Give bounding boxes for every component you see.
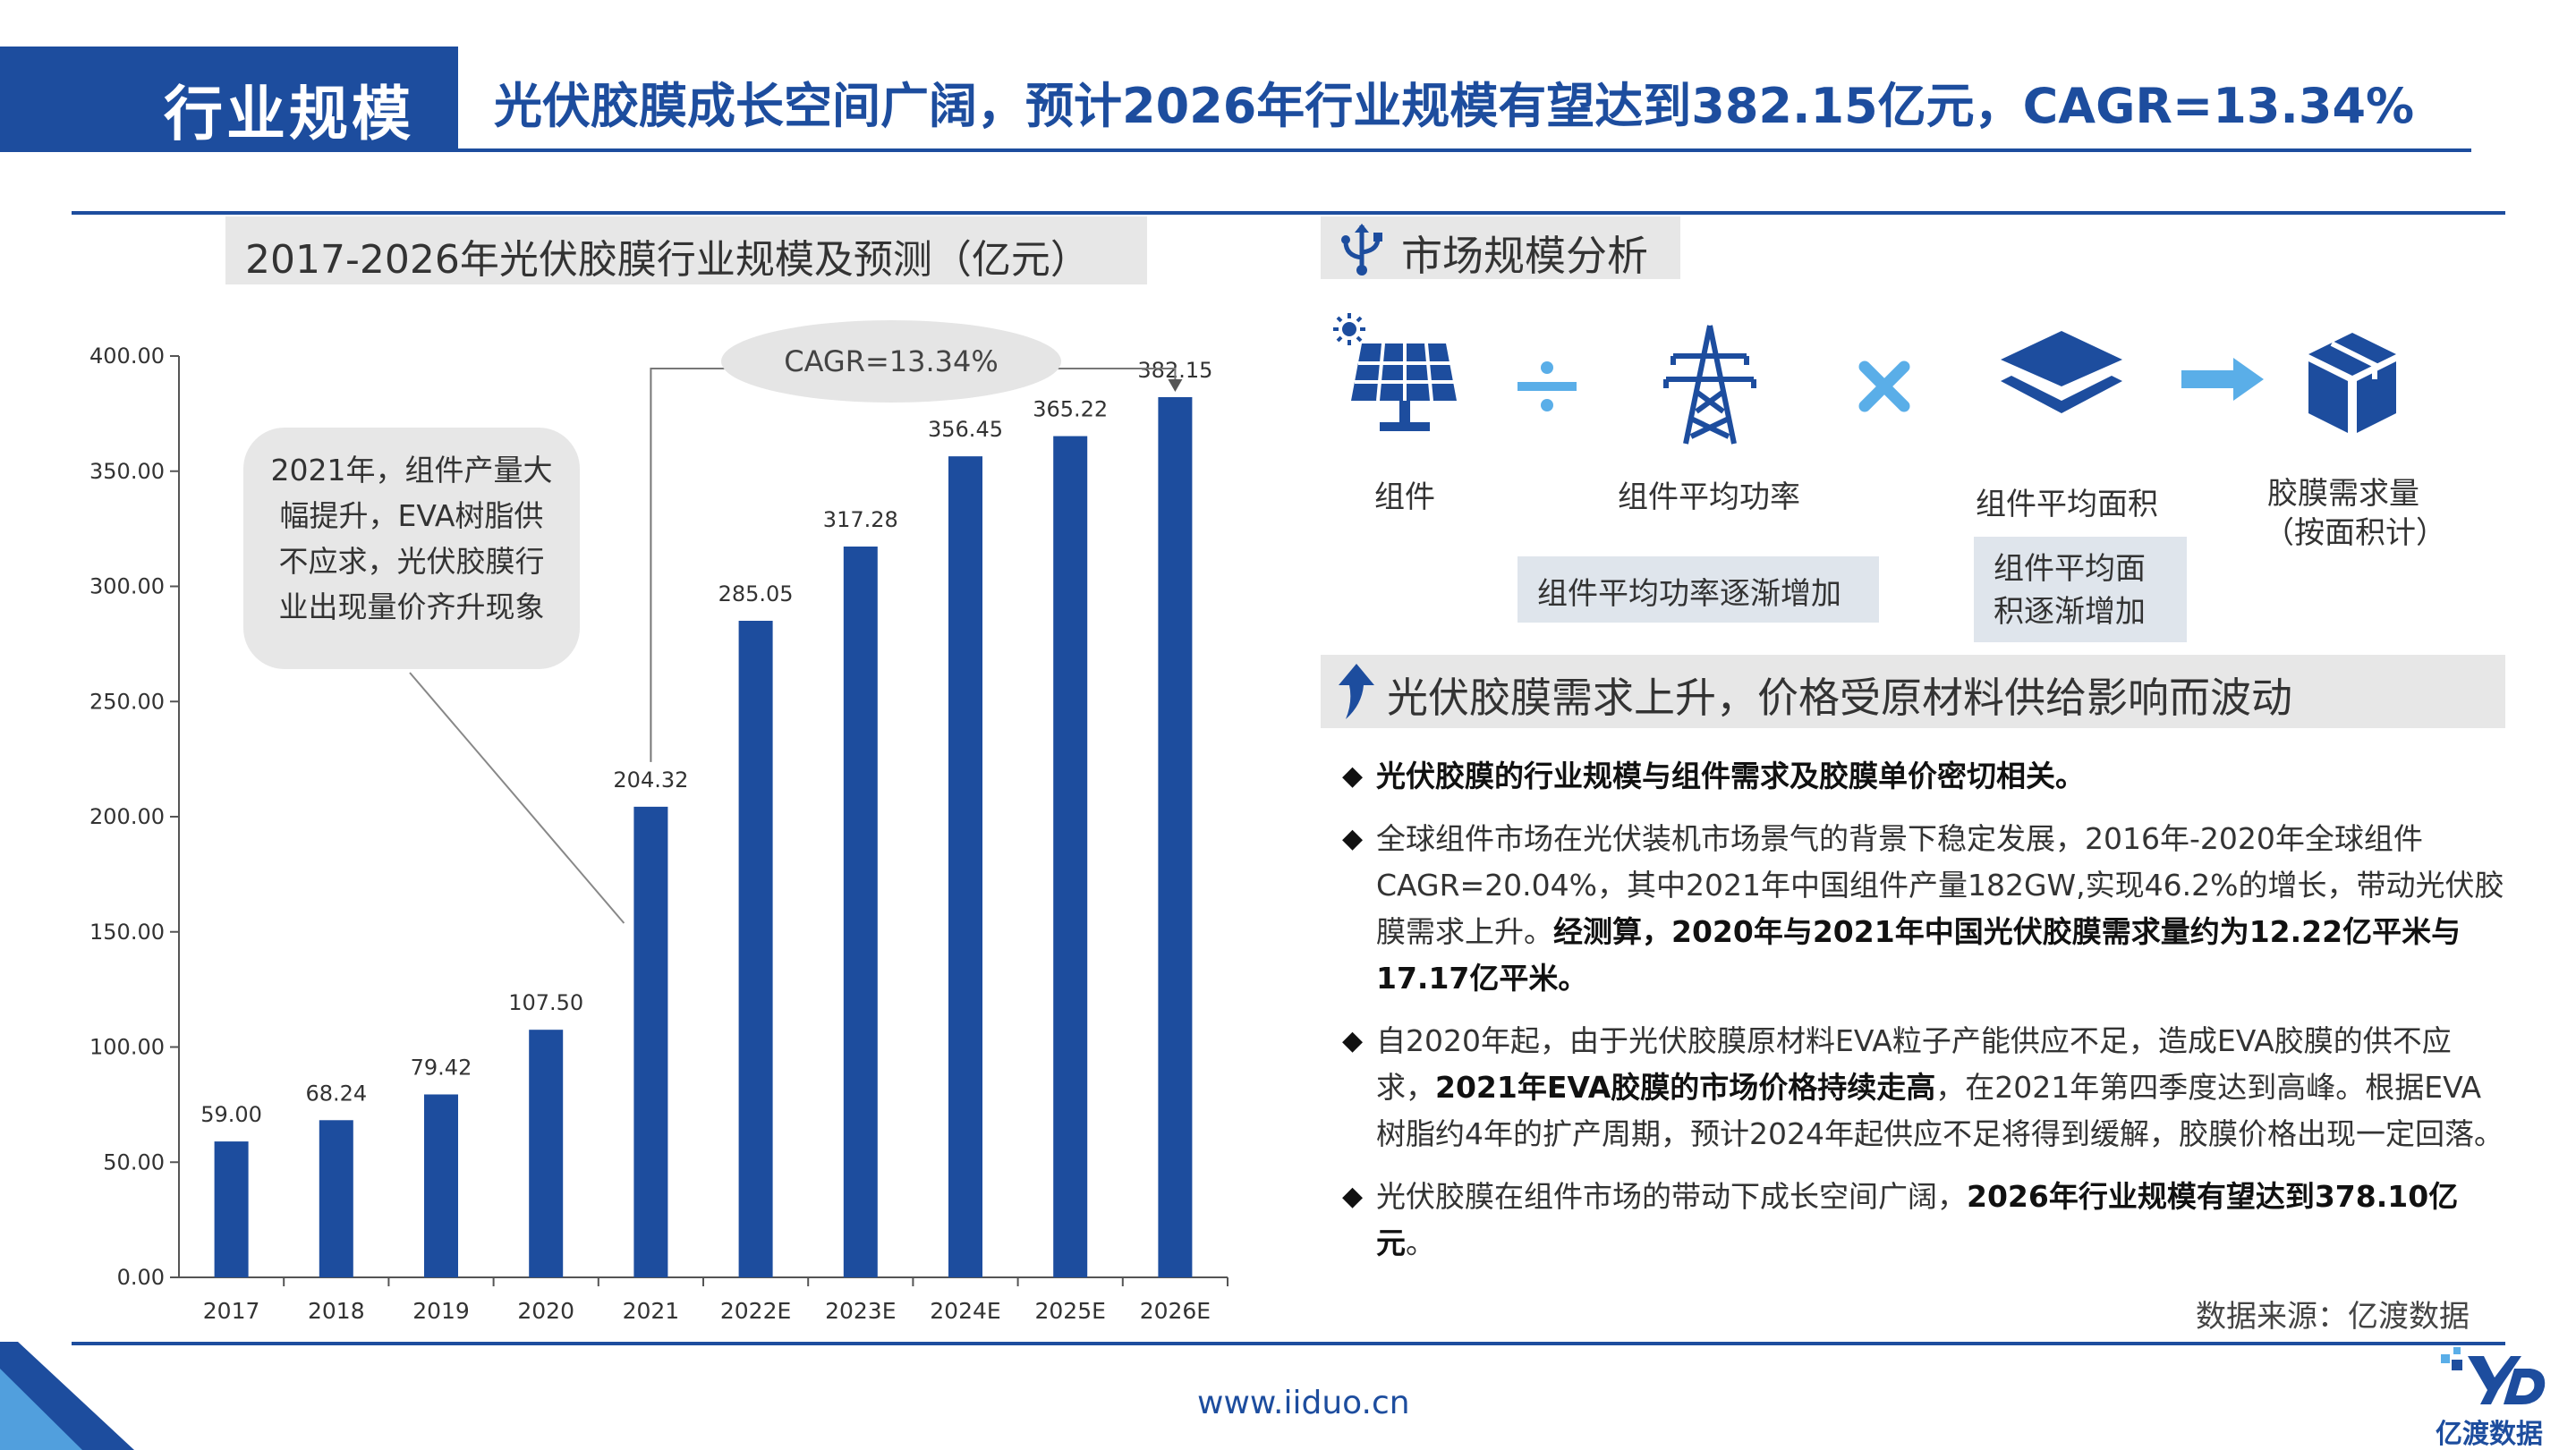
- usb-icon: [1341, 224, 1382, 276]
- label-module: 组件: [1374, 479, 1435, 515]
- data-label: 317.28: [823, 507, 898, 532]
- chart-title: 2017-2026年光伏胶膜行业规模及预测（亿元）: [245, 237, 1090, 283]
- logo-text: 亿渡数据: [2436, 1419, 2543, 1450]
- bar: [633, 806, 668, 1277]
- data-source: 数据来源：亿渡数据: [2196, 1299, 2470, 1335]
- bullet-item-3: ◆ 自2020年起，由于光伏胶膜原材料EVA粒子产能供应不足，造成EVA胶膜的供…: [1342, 1018, 2505, 1157]
- bullet-item-4: ◆ 光伏胶膜在组件市场的带动下成长空间广阔，2026年行业规模有望达到378.1…: [1342, 1174, 2505, 1267]
- chip-power-increase: 组件平均功率逐渐增加: [1518, 556, 1879, 623]
- data-label: 365.22: [1033, 397, 1108, 422]
- annotation-leader-line: [409, 672, 625, 924]
- bullet-1-text: 光伏胶膜的行业规模与组件需求及胶膜单价密切相关。: [1376, 759, 2085, 793]
- bullet-list: ◆ 光伏胶膜的行业规模与组件需求及胶膜单价密切相关。 ◆ 全球组件市场在光伏装机…: [1342, 753, 2505, 1283]
- bullet-item-1: ◆ 光伏胶膜的行业规模与组件需求及胶膜单价密切相关。: [1342, 753, 2505, 800]
- bullet-2-bold: 经测算，2020年与2021年中国光伏胶膜需求量约为12.22亿平米与17.17…: [1376, 914, 2461, 996]
- arrow-right-icon: [2181, 358, 2264, 401]
- header-tag: 行业规模: [0, 47, 458, 152]
- x-tick-label: 2021: [623, 1298, 680, 1324]
- label-avg-power: 组件平均功率: [1618, 479, 1800, 515]
- demand-section-title: 光伏胶膜需求上升，价格受原材料供给影响而波动: [1387, 674, 2292, 722]
- label-avg-area: 组件平均面积: [1976, 487, 2158, 522]
- data-label: 59.00: [200, 1102, 262, 1127]
- label-demand-sub: （按面积计）: [2264, 515, 2446, 551]
- y-tick-label: 200.00: [89, 804, 165, 829]
- y-tick-label: 50.00: [103, 1149, 165, 1174]
- bullet-3-text-a: 自2020年起，由于光伏胶膜原材料EVA粒子产能供应不足，造成EVA胶膜的供不应…: [1376, 1023, 2452, 1105]
- y-tick-label: 150.00: [89, 920, 165, 945]
- bullet-3-bold: 2021年EVA胶膜的市场价格持续走高: [1435, 1070, 1936, 1105]
- cagr-bracket-line: [650, 368, 1177, 762]
- y-tick-label: 100.00: [89, 1035, 165, 1060]
- data-label: 107.50: [508, 990, 583, 1015]
- annotation-note: 2021年，组件产量大幅提升，EVA树脂供不应求，光伏胶膜行业出现量价齐升现象: [243, 428, 580, 669]
- up-arrow-icon: [1339, 664, 1374, 719]
- bar: [738, 620, 773, 1277]
- chart-title-box: 2017-2026年光伏胶膜行业规模及预测（亿元）: [225, 216, 1147, 284]
- x-tick-label: 2017: [203, 1298, 260, 1324]
- market-analysis-header: 市场规模分析: [1321, 216, 1680, 280]
- bottom-divider: [72, 1342, 2505, 1345]
- chip-area-increase: 组件平均面 积逐渐增加: [1974, 537, 2187, 642]
- bar: [529, 1030, 564, 1277]
- x-tick-label: 2025E: [1034, 1298, 1105, 1324]
- corner-decoration: [0, 1342, 134, 1450]
- x-tick-label: 2024E: [930, 1298, 1000, 1324]
- iiduo-logo-icon: [2441, 1347, 2546, 1404]
- top-divider: [72, 211, 2505, 215]
- x-tick-label: 2022E: [720, 1298, 791, 1324]
- multiply-icon: [1858, 360, 1910, 412]
- bullet-4-text-b: 。: [1406, 1225, 1435, 1260]
- page-title: 光伏胶膜成长空间广阔，预计2026年行业规模有望达到382.15亿元，CAGR=…: [494, 78, 2415, 134]
- bar: [843, 547, 878, 1277]
- market-analysis-title: 市场规模分析: [1401, 232, 1648, 280]
- power-tower-icon: [1663, 325, 1756, 445]
- solar-panel-icon: [1333, 313, 1457, 431]
- bar: [319, 1120, 353, 1277]
- y-tick-label: 400.00: [89, 343, 165, 369]
- website-link[interactable]: www.iiduo.cn: [1197, 1385, 1410, 1421]
- chip-area-line1: 组件平均面: [1994, 551, 2146, 587]
- demand-section-header: 光伏胶膜需求上升，价格受原材料供给影响而波动: [1321, 655, 2505, 728]
- bar-chart: 0.00 50.00 100.00 150.00 200.00 250.00 300.00 3…: [89, 343, 1228, 1324]
- data-label: 285.05: [718, 581, 794, 606]
- bar: [948, 456, 982, 1277]
- y-tick-label: 250.00: [89, 689, 165, 714]
- diamond-bullet-icon: ◆: [1342, 760, 1364, 792]
- data-label: 68.24: [305, 1081, 367, 1106]
- y-tick-label: 300.00: [89, 574, 165, 599]
- diamond-bullet-icon: ◆: [1342, 1181, 1364, 1212]
- diamond-bullet-icon: ◆: [1342, 823, 1364, 854]
- cagr-callout: CAGR=13.34%: [721, 320, 1061, 403]
- x-tick-label: 2026E: [1140, 1298, 1211, 1324]
- bar: [1158, 396, 1193, 1277]
- bar: [424, 1094, 458, 1277]
- box-icon: [2308, 333, 2396, 433]
- chip-area-line2: 积逐渐增加: [1994, 594, 2146, 630]
- data-label: 356.45: [928, 417, 1003, 442]
- bar: [1053, 436, 1088, 1278]
- y-tick-label: 350.00: [89, 459, 165, 484]
- x-tick-label: 2020: [517, 1298, 574, 1324]
- header-underline: [458, 148, 2471, 152]
- bullet-4-bold: 2026年行业规模有望达到378.10亿元: [1376, 1179, 2459, 1260]
- diamond-bullet-icon: ◆: [1342, 1025, 1364, 1056]
- bullet-2-text: 全球组件市场在光伏装机市场景气的背景下稳定发展，2016年-2020年全球组件C…: [1376, 821, 2504, 949]
- cagr-arrowhead: [1168, 378, 1183, 392]
- data-label: 204.32: [613, 767, 688, 793]
- y-tick-label: 0.00: [117, 1265, 165, 1290]
- bullet-3-text-b: ，在2021年第四季度达到高峰。根据EVA树脂约4年的扩产周期，预计2024年起…: [1376, 1070, 2504, 1151]
- bullet-item-2: ◆ 全球组件市场在光伏装机市场景气的背景下稳定发展，2016年-2020年全球组…: [1342, 816, 2505, 1002]
- bar: [214, 1141, 249, 1277]
- divide-icon: [1518, 361, 1577, 411]
- x-tick-label: 2019: [412, 1298, 470, 1324]
- label-demand: 胶膜需求量: [2267, 476, 2419, 512]
- bullet-4-text-a: 光伏胶膜在组件市场的带动下成长空间广阔，: [1376, 1179, 1967, 1214]
- header-tag-label: 行业规模: [164, 80, 414, 148]
- layers-icon: [2001, 331, 2122, 413]
- x-tick-label: 2023E: [825, 1298, 896, 1324]
- x-tick-label: 2018: [308, 1298, 365, 1324]
- data-label: 79.42: [411, 1055, 472, 1080]
